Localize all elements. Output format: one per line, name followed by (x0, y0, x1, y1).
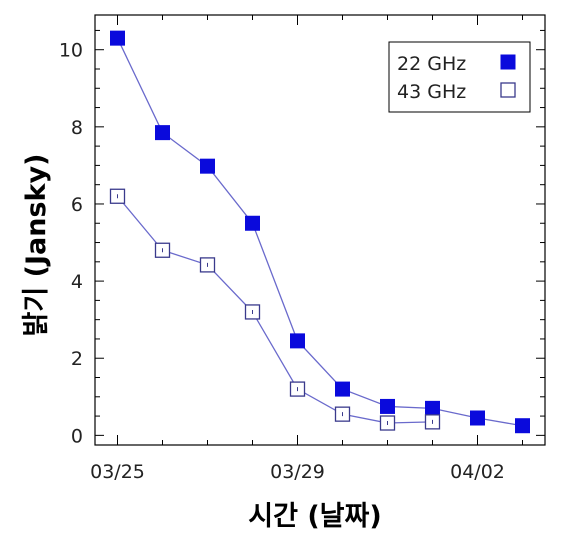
y-tick-label: 2 (71, 348, 83, 370)
x-tick-label: 03/25 (90, 461, 145, 483)
data-point (380, 398, 395, 414)
plot-layer (109, 30, 530, 434)
data-point (290, 333, 305, 349)
data-point (335, 381, 350, 397)
legend-label: 22 GHz (397, 53, 466, 75)
axes-layer: 0 2 4 6 8 10 03/25 03/29 04/02 (59, 14, 546, 483)
plot-frame (94, 14, 546, 446)
x-tick-label: 04/02 (450, 461, 505, 483)
data-point (425, 400, 440, 416)
data-point (110, 30, 125, 46)
y-tick-label: 6 (71, 194, 83, 216)
legend-label: 43 GHz (397, 81, 466, 103)
legend-marker (500, 54, 516, 70)
data-point (155, 125, 170, 141)
legend-box (388, 41, 531, 113)
y-tick-label: 8 (71, 117, 83, 139)
y-tick-label: 10 (59, 40, 83, 62)
data-point (200, 158, 215, 174)
data-point (470, 410, 485, 426)
y-tick-label: 0 (71, 425, 83, 447)
legend: 22 GHz 43 GHz (388, 41, 531, 113)
y-tick-label: 4 (71, 271, 83, 293)
series-line (116, 37, 523, 427)
legend-marker (500, 82, 516, 98)
data-point (245, 215, 260, 231)
x-tick-label: 03/29 (270, 461, 325, 483)
data-point (515, 418, 530, 434)
y-axis-title: 밝기 (Jansky) (21, 154, 52, 337)
x-axis-title: 시간 (날짜) (248, 501, 381, 532)
series-line (117, 195, 433, 424)
